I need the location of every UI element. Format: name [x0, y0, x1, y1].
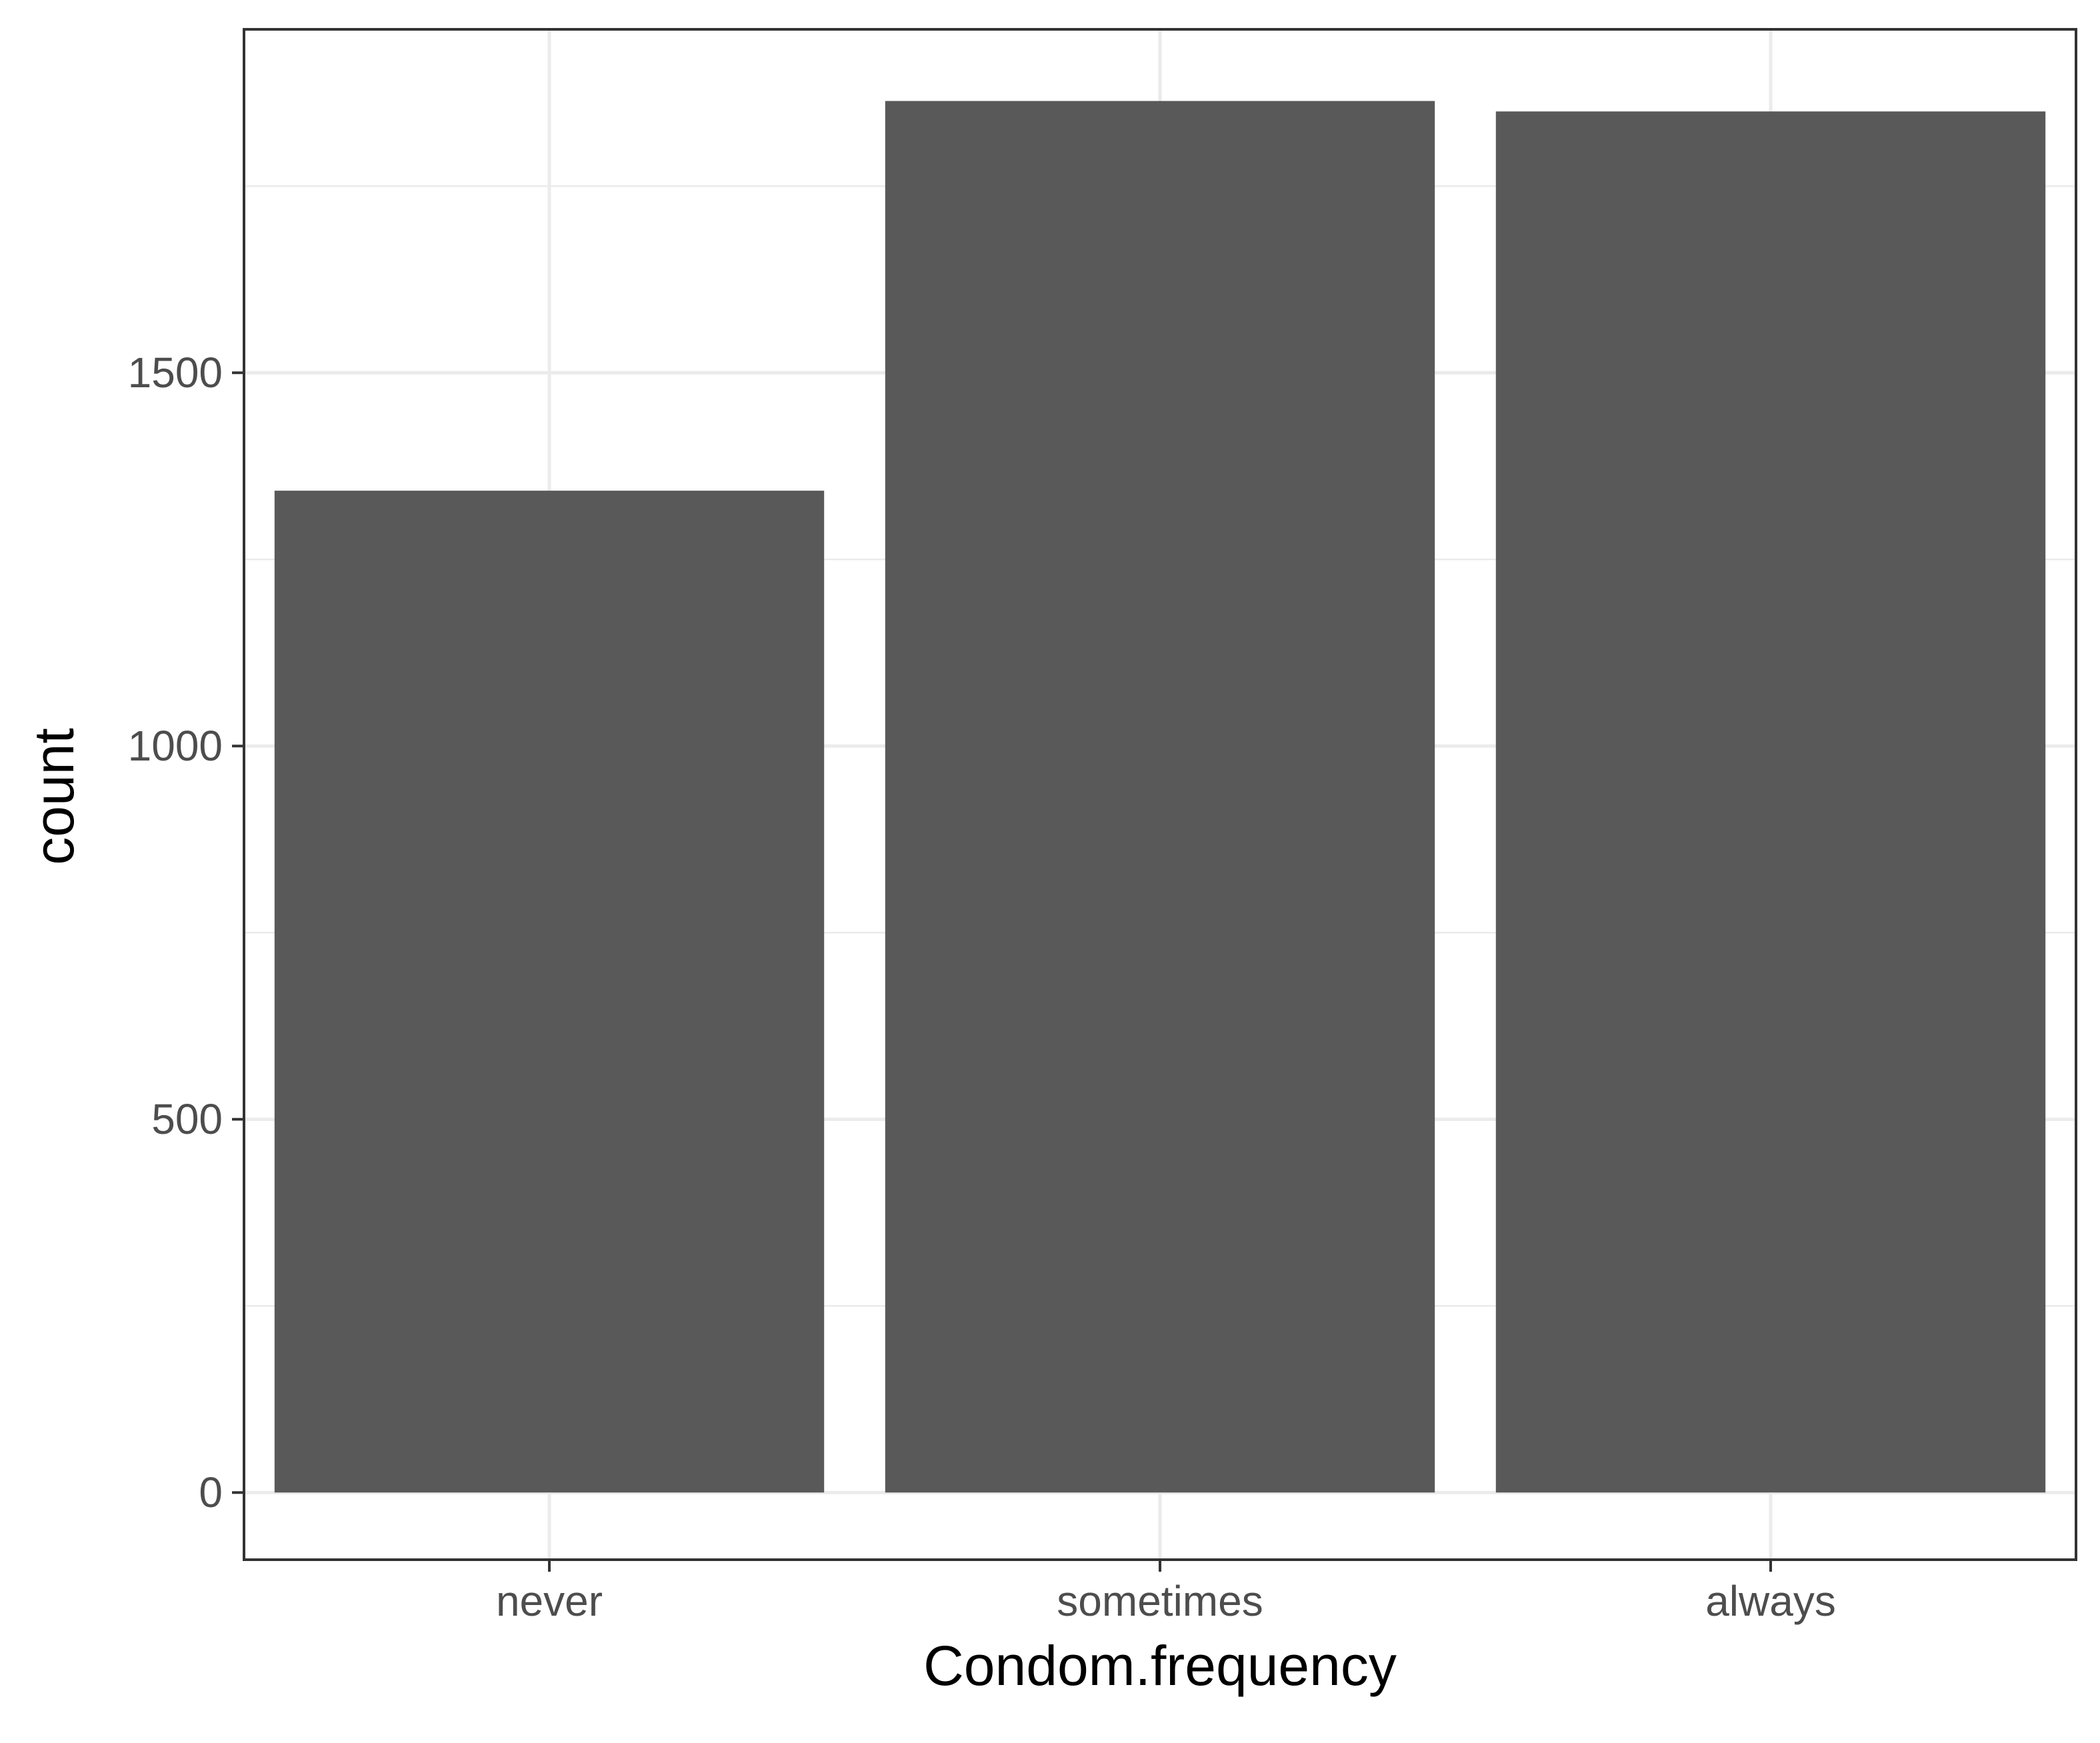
x-tick-label-sometimes: sometimes [1057, 1577, 1263, 1625]
bar-never [274, 491, 825, 1493]
y-tick-label: 0 [199, 1468, 223, 1516]
y-tick-label: 1500 [128, 349, 223, 397]
x-axis-title: Condom.frequency [923, 1634, 1397, 1697]
y-axis-title: count [23, 728, 85, 865]
bars [274, 101, 2046, 1493]
y-tick-label: 500 [151, 1095, 223, 1143]
bar-always [1495, 111, 2046, 1493]
y-axis: 0 500 1000 1500 [128, 349, 244, 1516]
x-tick-label-always: always [1705, 1577, 1836, 1625]
bar-sometimes [885, 101, 1435, 1493]
x-axis: never sometimes always [496, 1560, 1836, 1625]
y-tick-label: 1000 [128, 722, 223, 770]
x-tick-label-never: never [496, 1577, 603, 1625]
